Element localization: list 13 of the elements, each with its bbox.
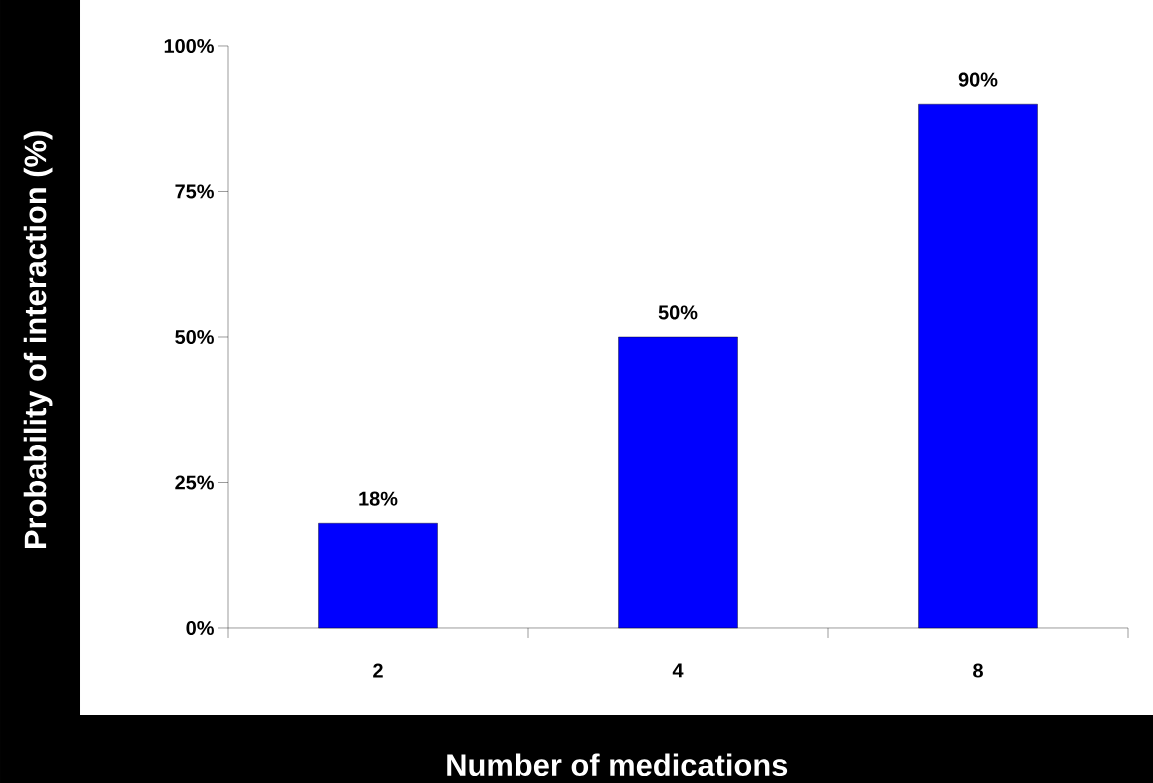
y-tick-label: 25% [175,475,214,490]
y-tick-label: 0% [186,620,214,636]
x-axis-title: Number of medications [447,753,788,777]
y-tick-label: 50% [175,329,214,345]
y-tick-label: 75% [175,184,214,199]
y-tick-label: 100% [164,38,214,54]
data-label: 18% [359,491,398,506]
data-label: 50% [658,305,698,320]
x-tick-label: 2 [373,663,383,678]
y-axis-title: Probability of interaction (%) [23,131,53,549]
data-label: 90% [958,72,998,87]
x-tick-label: 8 [973,663,983,678]
x-tick-label: 4 [672,663,684,678]
